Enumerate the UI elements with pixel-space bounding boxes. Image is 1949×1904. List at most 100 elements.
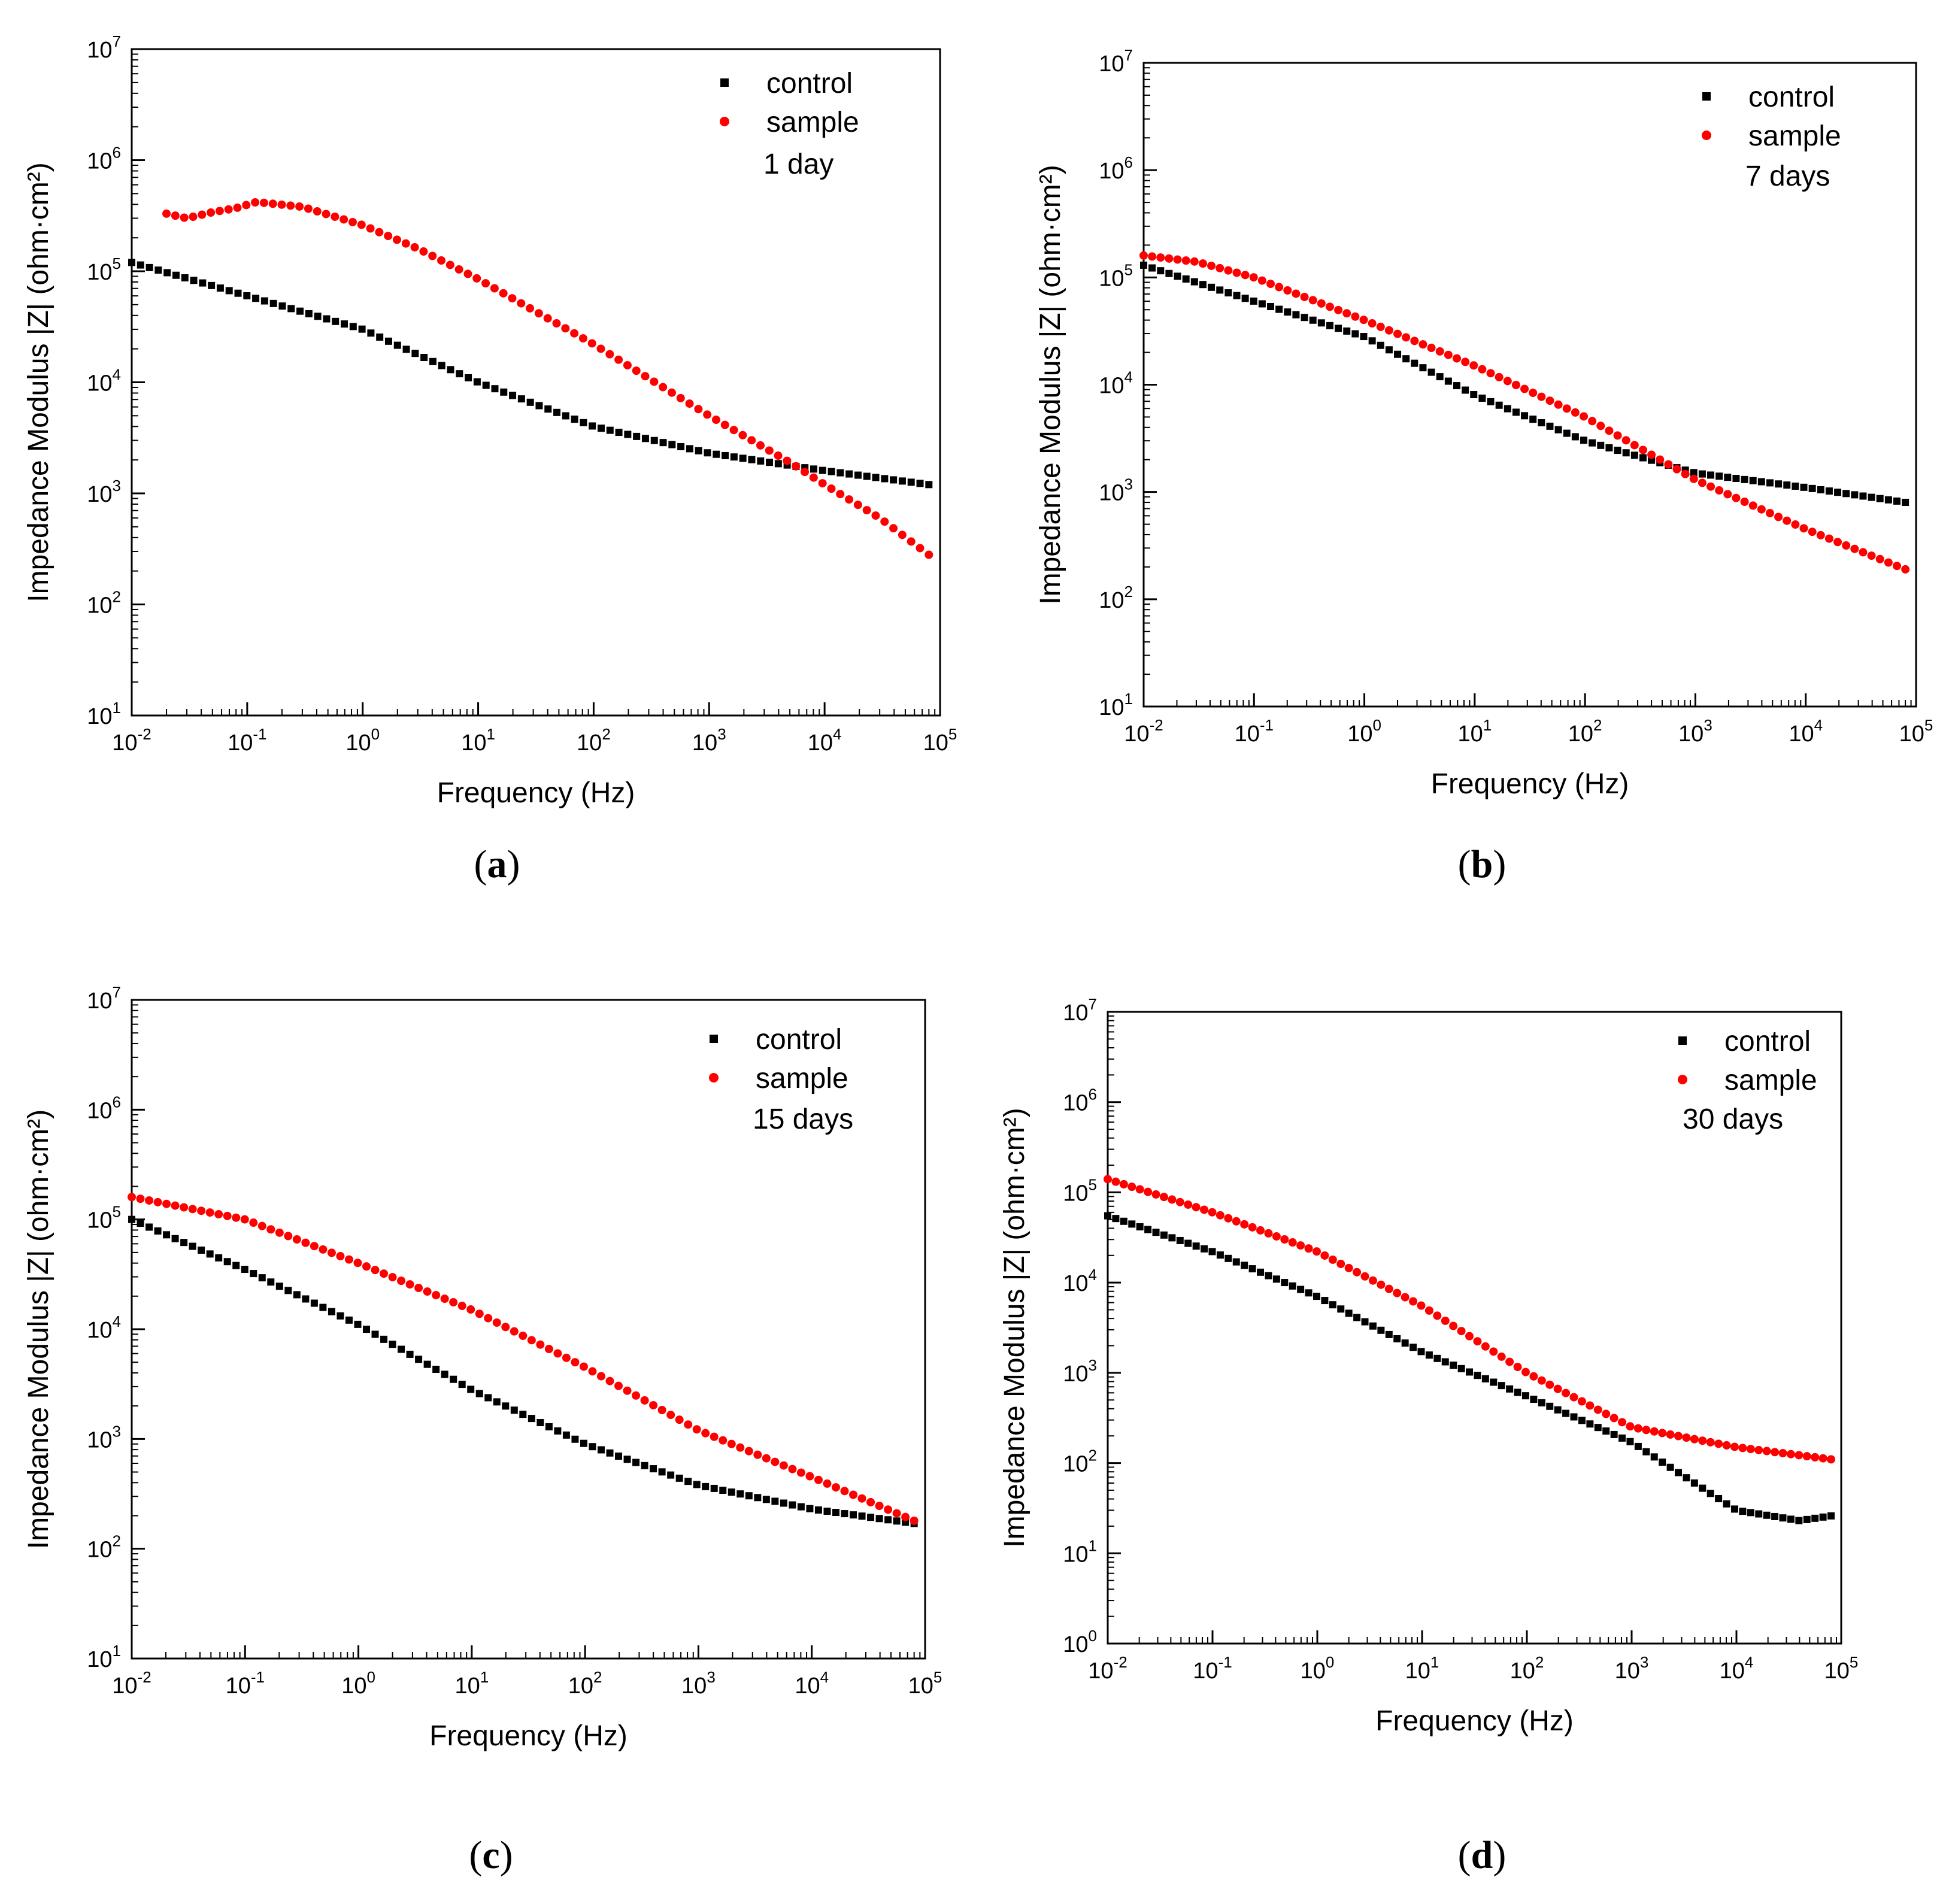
y-tick-label: 103 [1063,1356,1097,1387]
data-point-control [1749,477,1757,484]
x-tick-label: 10-1 [1193,1653,1232,1684]
y-tick-label: 106 [1099,153,1133,184]
data-point-sample [128,1193,136,1202]
data-point-control [1241,295,1249,302]
y-tick-label: 101 [87,1642,121,1672]
data-point-control [1529,416,1537,423]
data-point-sample [1545,396,1554,405]
data-point-control [684,1478,692,1485]
panel-label: (b) [1458,842,1507,886]
data-point-sample [171,1201,180,1210]
data-point-sample [1553,1384,1562,1393]
data-point-control [1176,1236,1184,1244]
data-point-sample [1630,441,1639,450]
data-point-control [553,408,561,416]
data-point-control [252,295,260,302]
data-point-sample [1192,1203,1201,1212]
data-point-sample [1689,474,1698,483]
legend-label-sample: sample [1748,120,1841,152]
data-point-sample [1104,1175,1112,1184]
data-point-control [250,1270,257,1278]
data-point-sample [301,1238,310,1247]
data-point-control [420,354,428,362]
x-tick-label: 102 [1568,716,1602,747]
data-point-control [128,259,135,266]
data-point-control [925,481,933,489]
data-point-control [1385,1330,1393,1338]
data-point-control [693,1481,701,1488]
data-point-sample [1647,450,1656,459]
data-point-control [704,449,711,457]
data-point-sample [1308,296,1317,305]
data-point-sample [1674,1432,1683,1441]
data-point-sample [1626,1422,1635,1431]
data-point-sample [322,210,331,219]
data-point-control [1589,439,1596,447]
data-point-sample [440,1294,449,1303]
data-point-control [1546,422,1554,430]
data-point-control [1184,1239,1192,1247]
data-point-sample [753,1450,762,1459]
series-control [128,1215,918,1527]
data-point-sample [1706,1438,1715,1447]
data-point-sample [419,247,428,256]
data-point-sample [1638,445,1647,454]
data-point-control [371,1330,379,1338]
data-point-control [1512,408,1520,416]
x-axis-title: Frequency (Hz) [1431,768,1629,800]
legend: control sample [720,68,859,138]
data-point-sample [657,1406,666,1415]
data-point-control [1763,1511,1771,1519]
data-point-control [1707,471,1715,479]
data-point-sample [1642,1426,1651,1435]
data-point-sample [1427,344,1436,353]
data-point-sample [1730,1442,1739,1451]
data-point-control [493,1398,501,1406]
data-point-sample [449,1298,458,1307]
y-tick-label: 104 [87,366,121,396]
data-point-control [1771,1512,1779,1520]
data-point-sample [162,209,171,218]
data-point-sample [405,1280,414,1289]
data-point-control [1417,1348,1425,1356]
data-point-control [535,402,543,410]
data-point-control [1275,305,1283,313]
data-point-control [898,477,906,485]
chart-panel-d: 10-2 10-1 100 101 102 103 104 105 100 101 102 103 10… [999,995,1858,1877]
data-point-control [349,323,357,331]
data-point-control [1732,475,1740,483]
data-point-sample [666,1411,675,1420]
data-point-sample [1280,1235,1289,1244]
data-point-sample [1722,1441,1731,1450]
data-point-sample [1569,1393,1578,1402]
data-point-control [1267,303,1275,311]
legend-marker-control [1678,1036,1687,1045]
data-point-sample [1529,1372,1538,1381]
data-point-control [484,1394,492,1402]
data-point-control [146,1223,153,1231]
data-point-sample [711,416,720,425]
data-point-sample [605,1377,614,1385]
data-point-sample [207,208,216,217]
data-point-sample [1148,252,1157,261]
data-point-sample [1359,316,1368,325]
data-point-sample [457,1302,466,1311]
data-point-sample [1111,1177,1120,1186]
data-point-sample [801,468,810,477]
data-point-sample [1139,251,1148,260]
data-point-control [1136,1223,1144,1230]
data-point-control [1530,1395,1538,1403]
data-point-control [1715,472,1723,480]
data-point-sample [310,1242,319,1251]
data-point-control [589,422,596,430]
data-point-control [1128,1220,1136,1228]
data-point-control [438,362,445,369]
data-point-control [456,370,463,378]
data-point-sample [1272,1232,1281,1241]
data-point-control [1224,1254,1232,1262]
data-point-sample [857,1494,866,1503]
data-point-sample [684,1420,693,1429]
data-point-sample [214,1209,223,1218]
data-point-sample [1799,524,1808,533]
